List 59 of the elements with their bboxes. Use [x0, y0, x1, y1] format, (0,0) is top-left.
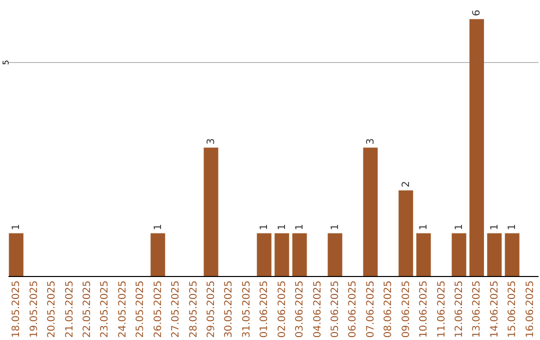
- x-tick-label: 07.06.2025: [365, 280, 376, 338]
- x-tick-label: 15.06.2025: [507, 280, 518, 338]
- data-label: 1: [418, 224, 430, 230]
- data-label: 1: [259, 224, 270, 230]
- bar: [416, 233, 431, 276]
- x-tick-label: 14.06.2025: [489, 280, 500, 338]
- bar: [469, 19, 484, 276]
- data-label: 1: [507, 224, 518, 230]
- x-tick-label: 21.05.2025: [64, 280, 76, 338]
- x-tick-label: 09.06.2025: [400, 280, 412, 338]
- x-tick-label: 23.05.2025: [100, 280, 111, 338]
- x-tick-label: 29.05.2025: [206, 280, 217, 338]
- x-tick-label: 25.05.2025: [135, 280, 146, 338]
- x-tick-label: 30.05.2025: [224, 280, 235, 338]
- bar: [292, 233, 307, 276]
- data-label: 1: [294, 224, 306, 230]
- x-tick-label: 20.05.2025: [46, 280, 58, 338]
- bar: [256, 233, 272, 276]
- x-tick-label: 19.05.2025: [28, 280, 40, 338]
- x-tick-label: 22.05.2025: [82, 280, 94, 338]
- bar: [363, 148, 378, 276]
- x-tick-label: 18.05.2025: [11, 280, 22, 338]
- x-tick-label: 10.06.2025: [418, 280, 430, 338]
- x-tick-label: 11.06.2025: [436, 280, 448, 338]
- bar: [487, 233, 502, 276]
- data-label: 1: [11, 224, 22, 230]
- bar: [274, 233, 290, 276]
- x-tick-label: 16.06.2025: [524, 280, 536, 338]
- data-label: 1: [276, 224, 288, 230]
- x-tick-label: 02.06.2025: [276, 280, 288, 338]
- y-tick-label: 5: [2, 60, 10, 65]
- x-tick-label: 12.06.2025: [454, 280, 465, 338]
- x-tick-label: 01.06.2025: [259, 280, 270, 338]
- data-label: 6: [472, 10, 483, 16]
- x-tick-label: 26.05.2025: [152, 280, 164, 338]
- bar: [8, 233, 24, 276]
- x-tick-label: 04.06.2025: [312, 280, 324, 338]
- data-label: 1: [454, 224, 465, 230]
- bar: [328, 233, 342, 276]
- x-tick-label: 13.06.2025: [472, 280, 483, 338]
- x-tick-label: 27.05.2025: [170, 280, 182, 338]
- x-tick-label: 31.05.2025: [241, 280, 252, 338]
- x-tick-label: 06.06.2025: [348, 280, 359, 338]
- bar: [204, 148, 218, 276]
- x-tick-label: 28.05.2025: [188, 280, 200, 338]
- x-tick-label: 03.06.2025: [294, 280, 306, 338]
- bar: [452, 233, 466, 276]
- x-tick-label: 08.06.2025: [383, 280, 394, 338]
- bar: [504, 233, 520, 276]
- data-label: 1: [489, 224, 500, 230]
- x-tick-label: 24.05.2025: [117, 280, 128, 338]
- data-label: 3: [365, 138, 376, 145]
- data-label: 1: [152, 224, 164, 230]
- data-label: 3: [206, 138, 217, 145]
- bar: [150, 233, 166, 276]
- x-tick-label: 05.06.2025: [330, 280, 341, 338]
- data-label: 1: [330, 224, 341, 230]
- bar: [398, 190, 414, 276]
- data-label: 2: [400, 181, 412, 188]
